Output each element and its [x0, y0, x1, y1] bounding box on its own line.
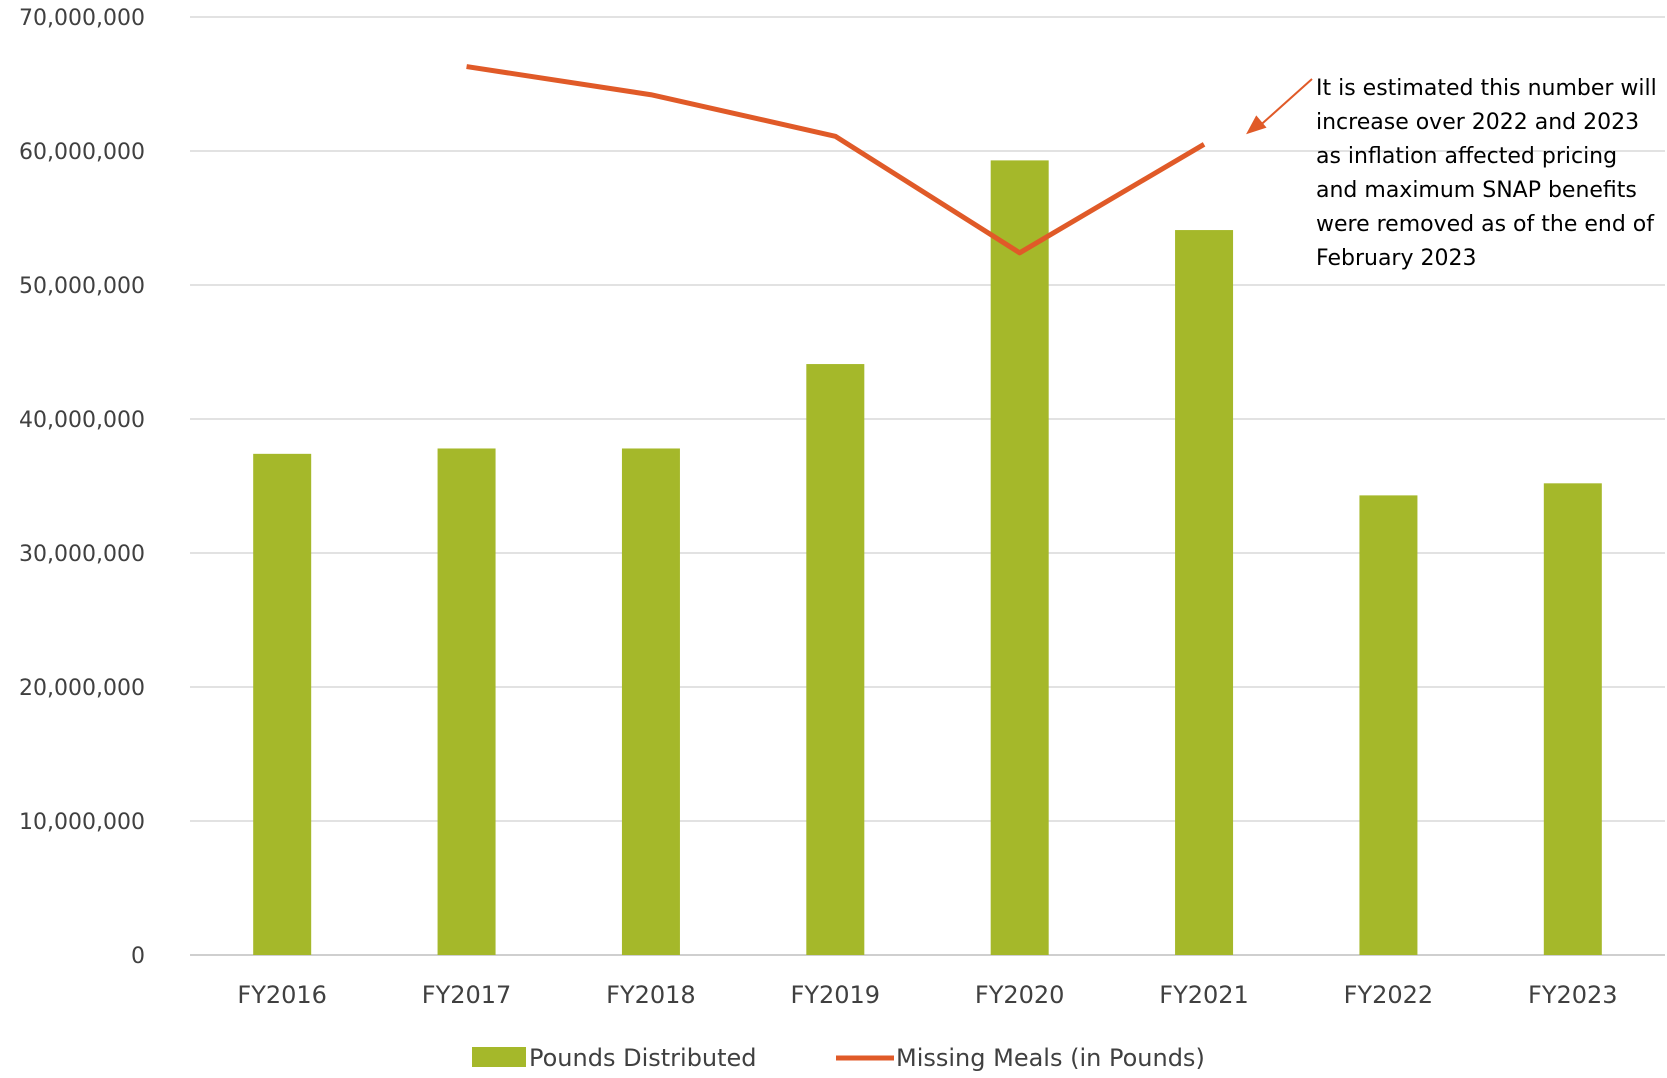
y-tick-label: 70,000,000	[19, 6, 145, 31]
y-tick-label: 60,000,000	[19, 140, 145, 165]
y-tick-label: 0	[131, 944, 145, 969]
x-tick-label: FY2016	[237, 981, 327, 1009]
legend: Pounds Distributed Missing Meals (in Poun…	[472, 1044, 1205, 1072]
x-axis-tick-labels: FY2016 FY2017 FY2018 FY2019 FY2020 FY2021 FY20…	[237, 981, 1617, 1009]
annotation-arrow-line	[1257, 78, 1313, 129]
legend-swatch-pounds-distributed	[472, 1047, 526, 1067]
bar	[806, 364, 865, 955]
x-tick-label: FY2018	[606, 981, 696, 1009]
annotation-arrow	[1246, 78, 1313, 135]
legend-label-missing-meals: Missing Meals (in Pounds)	[896, 1044, 1205, 1072]
line-missing-meals	[466, 64, 1206, 256]
bar	[1543, 483, 1602, 955]
bar	[1359, 495, 1418, 955]
bar	[1175, 230, 1234, 955]
x-tick-label: FY2021	[1159, 981, 1249, 1009]
y-axis-tick-labels: 0 10,000,000 20,000,000 30,000,000 40,000,00…	[19, 6, 145, 969]
y-tick-label: 30,000,000	[19, 542, 145, 567]
y-tick-label: 10,000,000	[19, 810, 145, 835]
bar	[437, 448, 496, 955]
line-series	[466, 64, 1206, 256]
legend-label-pounds-distributed: Pounds Distributed	[529, 1044, 757, 1072]
y-tick-label: 50,000,000	[19, 274, 145, 299]
x-tick-label: FY2023	[1528, 981, 1618, 1009]
bar	[253, 453, 312, 955]
gridlines	[190, 16, 1665, 956]
annotation-arrowhead	[1246, 115, 1267, 135]
x-tick-label: FY2019	[791, 981, 881, 1009]
y-tick-label: 40,000,000	[19, 408, 145, 433]
annotation-text: It is estimated this number will increas…	[1316, 76, 1657, 271]
bar-series	[253, 160, 1602, 955]
x-tick-label: FY2022	[1344, 981, 1434, 1009]
bar	[990, 160, 1049, 955]
bar	[621, 448, 680, 955]
x-tick-label: FY2017	[422, 981, 512, 1009]
y-tick-label: 20,000,000	[19, 676, 145, 701]
x-tick-label: FY2020	[975, 981, 1065, 1009]
